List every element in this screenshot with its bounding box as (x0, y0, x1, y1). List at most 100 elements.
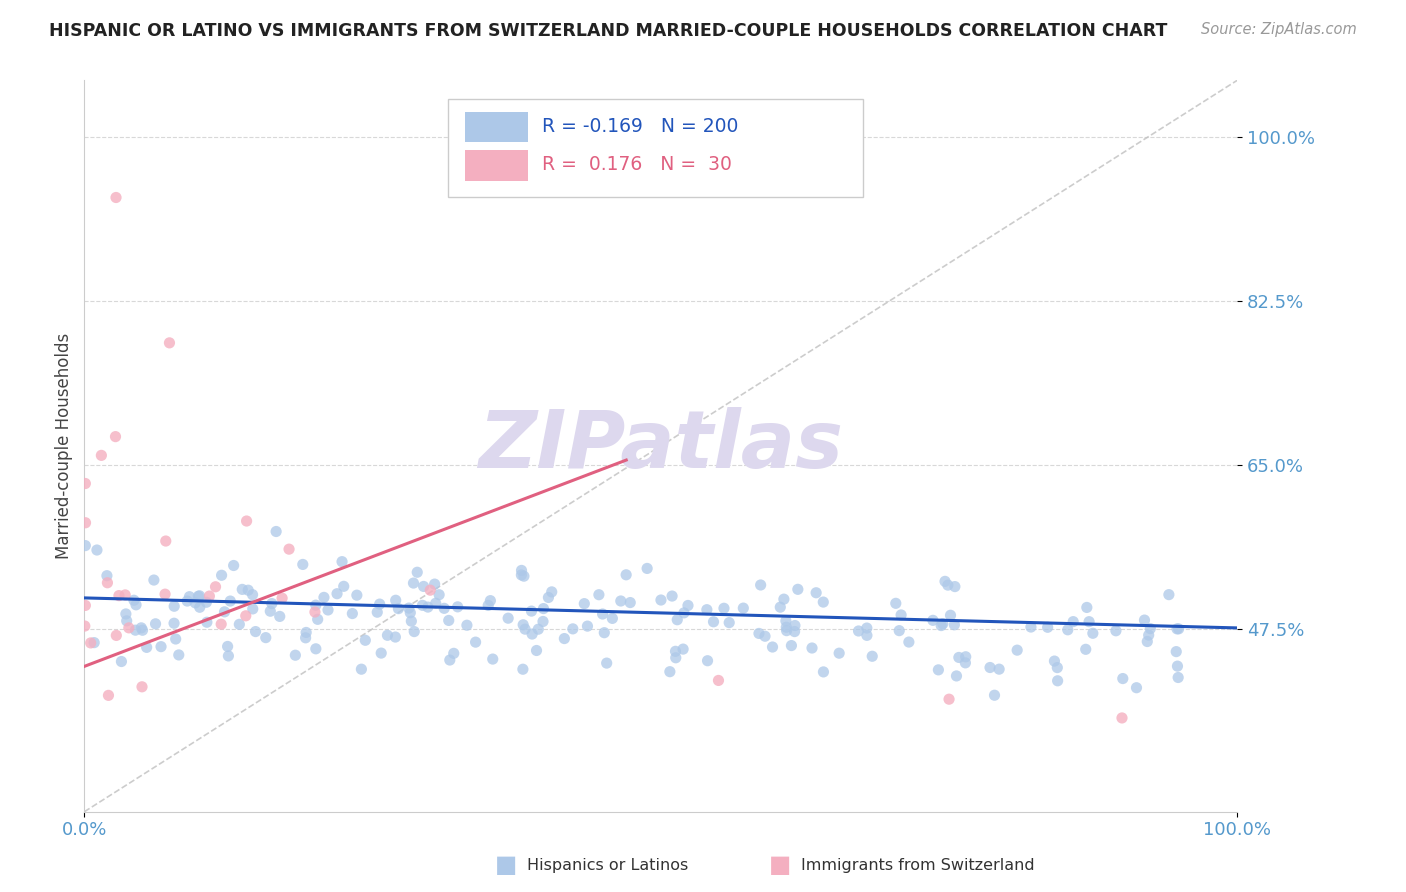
Point (602, 611, 624, 625)
Point (443, 646, 465, 660)
Point (406, 566, 429, 580)
Point (932, 616, 955, 631)
Point (235, 514, 257, 528)
Point (955, 649, 977, 664)
Text: R = -0.169   N = 200: R = -0.169 N = 200 (543, 117, 738, 136)
Point (342, 607, 364, 621)
Point (330, 555, 353, 569)
Point (312, 591, 335, 605)
Point (176, 594, 198, 608)
Text: Hispanics or Latinos: Hispanics or Latinos (527, 858, 689, 872)
Point (217, 640, 239, 654)
Point (260, 597, 283, 611)
Point (188, 589, 211, 603)
Point (713, 601, 735, 615)
Point (398, 601, 420, 615)
Point (553, 632, 575, 646)
Point (884, 596, 907, 610)
Point (305, 598, 328, 612)
Point (115, 607, 138, 621)
Point (1157, 588, 1180, 602)
Point (761, 640, 783, 654)
Point (75, 476, 97, 491)
Point (513, 569, 536, 583)
Text: HISPANIC OR LATINO VS IMMIGRANTS FROM SWITZERLAND MARRIED-COUPLE HOUSEHOLDS CORR: HISPANIC OR LATINO VS IMMIGRANTS FROM SW… (49, 22, 1167, 40)
Point (1046, 660, 1069, 674)
Point (513, 622, 536, 636)
Point (860, 649, 883, 664)
Point (96, 575, 118, 590)
Point (437, 614, 460, 628)
Point (238, 583, 260, 598)
Point (481, 652, 503, 666)
Point (354, 633, 377, 648)
Point (848, 624, 870, 638)
Point (574, 597, 596, 611)
Point (124, 623, 146, 637)
Bar (465, 112, 529, 143)
Point (404, 624, 426, 639)
Point (179, 590, 201, 604)
Point (412, 579, 434, 593)
Point (115, 614, 138, 628)
Bar (465, 151, 529, 181)
Point (672, 606, 695, 620)
Point (943, 617, 966, 632)
Point (988, 662, 1011, 676)
Point (1112, 672, 1135, 686)
Point (769, 600, 792, 615)
Point (749, 578, 772, 592)
Point (163, 599, 186, 614)
Point (775, 624, 797, 638)
Point (1137, 628, 1160, 642)
Point (512, 617, 534, 632)
Point (593, 625, 616, 640)
Point (167, 648, 190, 662)
Point (242, 602, 264, 616)
Point (439, 653, 461, 667)
Point (97, 689, 120, 703)
Point (948, 650, 970, 665)
Point (658, 665, 681, 679)
Point (748, 626, 770, 640)
Point (934, 574, 956, 589)
Point (402, 576, 425, 591)
Point (269, 609, 291, 624)
Point (211, 568, 233, 582)
Point (1036, 620, 1059, 634)
Point (114, 588, 136, 602)
Point (295, 625, 318, 640)
Point (90, 449, 112, 463)
Text: Source: ZipAtlas.com: Source: ZipAtlas.com (1201, 22, 1357, 37)
Point (1081, 626, 1104, 640)
Point (384, 630, 406, 644)
Point (676, 599, 699, 613)
Point (278, 542, 301, 557)
Point (783, 624, 806, 639)
Point (187, 590, 209, 604)
Point (1167, 671, 1189, 685)
Point (496, 611, 519, 625)
Point (533, 601, 555, 615)
Point (425, 596, 447, 610)
Point (696, 654, 718, 668)
Point (370, 646, 392, 660)
Point (664, 644, 686, 658)
Point (384, 593, 406, 607)
Point (828, 646, 851, 660)
Point (368, 597, 391, 611)
Point (305, 641, 328, 656)
Point (228, 617, 250, 632)
Point (520, 604, 543, 618)
Point (773, 592, 796, 607)
Point (1043, 654, 1066, 668)
Point (927, 663, 949, 677)
Point (786, 582, 808, 597)
FancyBboxPatch shape (447, 99, 863, 197)
Point (526, 643, 548, 657)
Point (1166, 622, 1188, 636)
Point (307, 612, 329, 626)
Point (104, 429, 127, 443)
Point (326, 587, 349, 601)
Point (775, 614, 797, 628)
